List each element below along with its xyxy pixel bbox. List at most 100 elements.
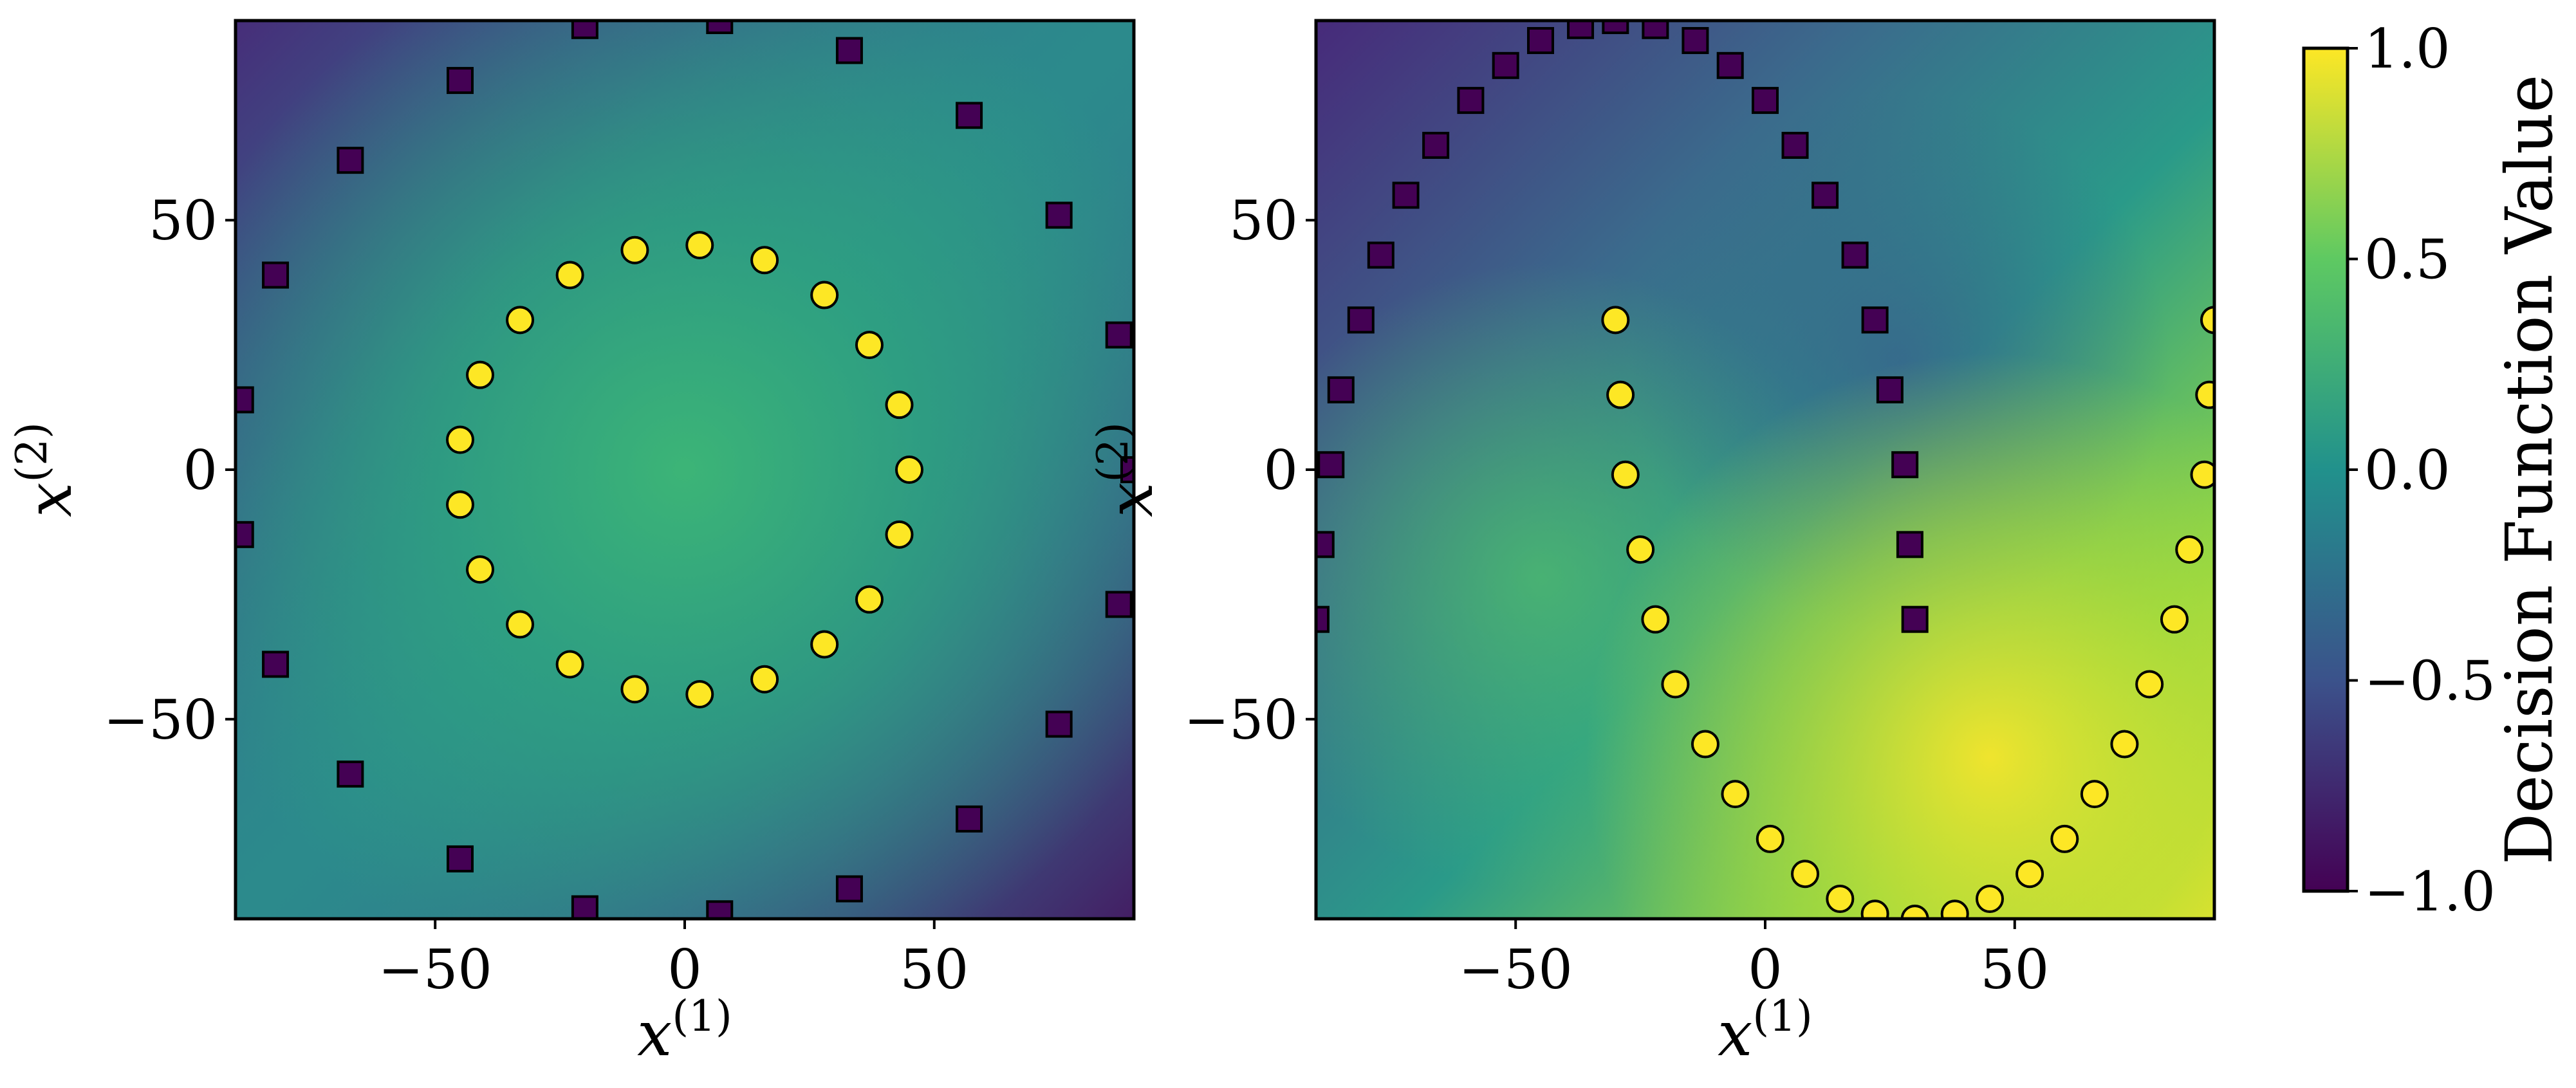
left-circle-point xyxy=(885,520,914,549)
left-circle-point xyxy=(555,261,584,290)
left-square-point xyxy=(706,21,734,34)
left-axis-ticks: −50 0 50 −50 0 50 xyxy=(104,189,969,1001)
colorbar-gradient xyxy=(2304,48,2348,891)
left-square-point xyxy=(571,895,598,919)
right-plot: −50 0 50 −50 0 50 x(1) x(2) xyxy=(1088,19,2216,1070)
left-square-point xyxy=(236,386,254,414)
right-x-tick-label: 0 xyxy=(1748,938,1782,1001)
right-circle-point xyxy=(1860,899,1889,919)
left-circle-point xyxy=(466,555,495,584)
left-circle-point xyxy=(446,490,474,519)
right-square-point xyxy=(1316,605,1330,633)
right-circle-point xyxy=(1691,730,1719,759)
left-circle-point xyxy=(506,610,535,639)
right-y-tick-label: −50 xyxy=(1184,688,1298,751)
right-square-point xyxy=(1527,27,1554,55)
left-circle-point xyxy=(446,425,474,454)
right-square-point xyxy=(1896,531,1923,558)
left-circle-point xyxy=(885,391,914,420)
right-x-tick-label: −50 xyxy=(1459,938,1573,1001)
right-circle-point xyxy=(1641,605,1670,634)
left-square-point xyxy=(1045,710,1073,738)
right-circle-point xyxy=(2175,535,2204,564)
left-circle-point xyxy=(685,680,714,708)
right-circle-point xyxy=(2080,780,2109,809)
left-square-point xyxy=(447,67,474,95)
left-y-tick-label: −50 xyxy=(104,688,218,751)
right-circle-point xyxy=(1611,460,1640,489)
right-circle-point xyxy=(1826,884,1855,913)
right-circle-point xyxy=(2110,730,2139,759)
right-circle-point xyxy=(2135,670,2164,699)
left-x-tick-label: 50 xyxy=(900,938,968,1001)
left-square-point xyxy=(1105,591,1133,618)
left-square-point xyxy=(1105,321,1133,349)
left-square-point xyxy=(262,650,290,678)
left-square-point xyxy=(956,805,983,833)
left-x-tick-label: 0 xyxy=(667,938,701,1001)
right-square-point xyxy=(1716,51,1744,79)
left-circle-point xyxy=(810,630,839,659)
right-circle-point xyxy=(1900,905,1929,919)
right-square-point xyxy=(1876,376,1904,403)
right-circle-point xyxy=(1756,824,1784,853)
right-y-tick-label: 50 xyxy=(1229,189,1298,252)
right-square-point xyxy=(1602,21,1629,34)
left-square-point xyxy=(835,875,863,903)
left-square-point xyxy=(447,845,474,872)
colorbar-tick-label: −1.0 xyxy=(2364,860,2496,923)
right-circle-point xyxy=(1940,899,1969,919)
right-circle-point xyxy=(2195,380,2214,409)
right-square-point xyxy=(1901,605,1929,633)
right-circle-point xyxy=(2190,460,2214,489)
right-heatmap xyxy=(1316,21,2214,919)
right-circle-point xyxy=(1721,780,1750,809)
right-square-point xyxy=(1492,51,1519,79)
right-square-point xyxy=(1316,531,1335,558)
right-circle-point xyxy=(2160,605,2189,634)
left-markers xyxy=(236,21,1134,919)
right-x-axis-label: x(1) xyxy=(1718,991,1813,1070)
left-circle-point xyxy=(620,235,649,264)
left-y-axis-label: x(2) xyxy=(7,422,86,517)
left-circle-point xyxy=(555,650,584,679)
left-circle-point xyxy=(895,456,923,484)
right-markers xyxy=(1316,21,2214,919)
right-square-point xyxy=(1392,181,1420,209)
right-circle-point xyxy=(2200,306,2214,335)
right-y-axis-label: x(2) xyxy=(1088,422,1167,517)
right-circle-point xyxy=(1626,535,1655,564)
left-circle-point xyxy=(855,585,884,614)
left-square-point xyxy=(1120,456,1134,483)
left-circle-point xyxy=(466,360,495,389)
right-square-point xyxy=(1891,451,1919,479)
colorbar-ticks: −1.0 −0.5 0.0 0.5 1.0 xyxy=(2348,17,2496,923)
right-axis-ticks: −50 0 50 −50 0 50 xyxy=(1184,189,2050,1001)
right-square-point xyxy=(1422,131,1450,159)
colorbar: −1.0 −0.5 0.0 0.5 1.0 Decision Function Valu… xyxy=(2302,17,2567,923)
left-square-point xyxy=(571,21,598,39)
right-circle-point xyxy=(1661,670,1690,699)
right-circle-point xyxy=(2050,824,2079,853)
right-square-point xyxy=(1682,27,1709,55)
left-x-tick-label: −50 xyxy=(378,938,492,1001)
left-square-point xyxy=(706,900,734,919)
right-y-tick-label: 0 xyxy=(1264,439,1298,502)
colorbar-label: Decision Function Value xyxy=(2492,75,2567,865)
left-circle-point xyxy=(506,306,535,335)
left-circle-point xyxy=(685,231,714,259)
colorbar-tick-label: 0.5 xyxy=(2364,228,2451,291)
left-square-point xyxy=(337,761,364,788)
right-square-point xyxy=(1841,241,1869,269)
left-heatmap xyxy=(236,21,1134,919)
right-square-point xyxy=(1567,21,1595,39)
right-square-point xyxy=(1457,87,1485,115)
left-circle-point xyxy=(855,331,884,360)
left-square-point xyxy=(835,37,863,64)
right-circle-point xyxy=(1791,860,1820,889)
left-circle-point xyxy=(620,675,649,704)
left-square-point xyxy=(262,261,290,289)
left-y-tick-label: 50 xyxy=(149,189,218,252)
left-plot: −50 0 50 −50 0 50 x(1) x(2) xyxy=(7,19,1136,1070)
